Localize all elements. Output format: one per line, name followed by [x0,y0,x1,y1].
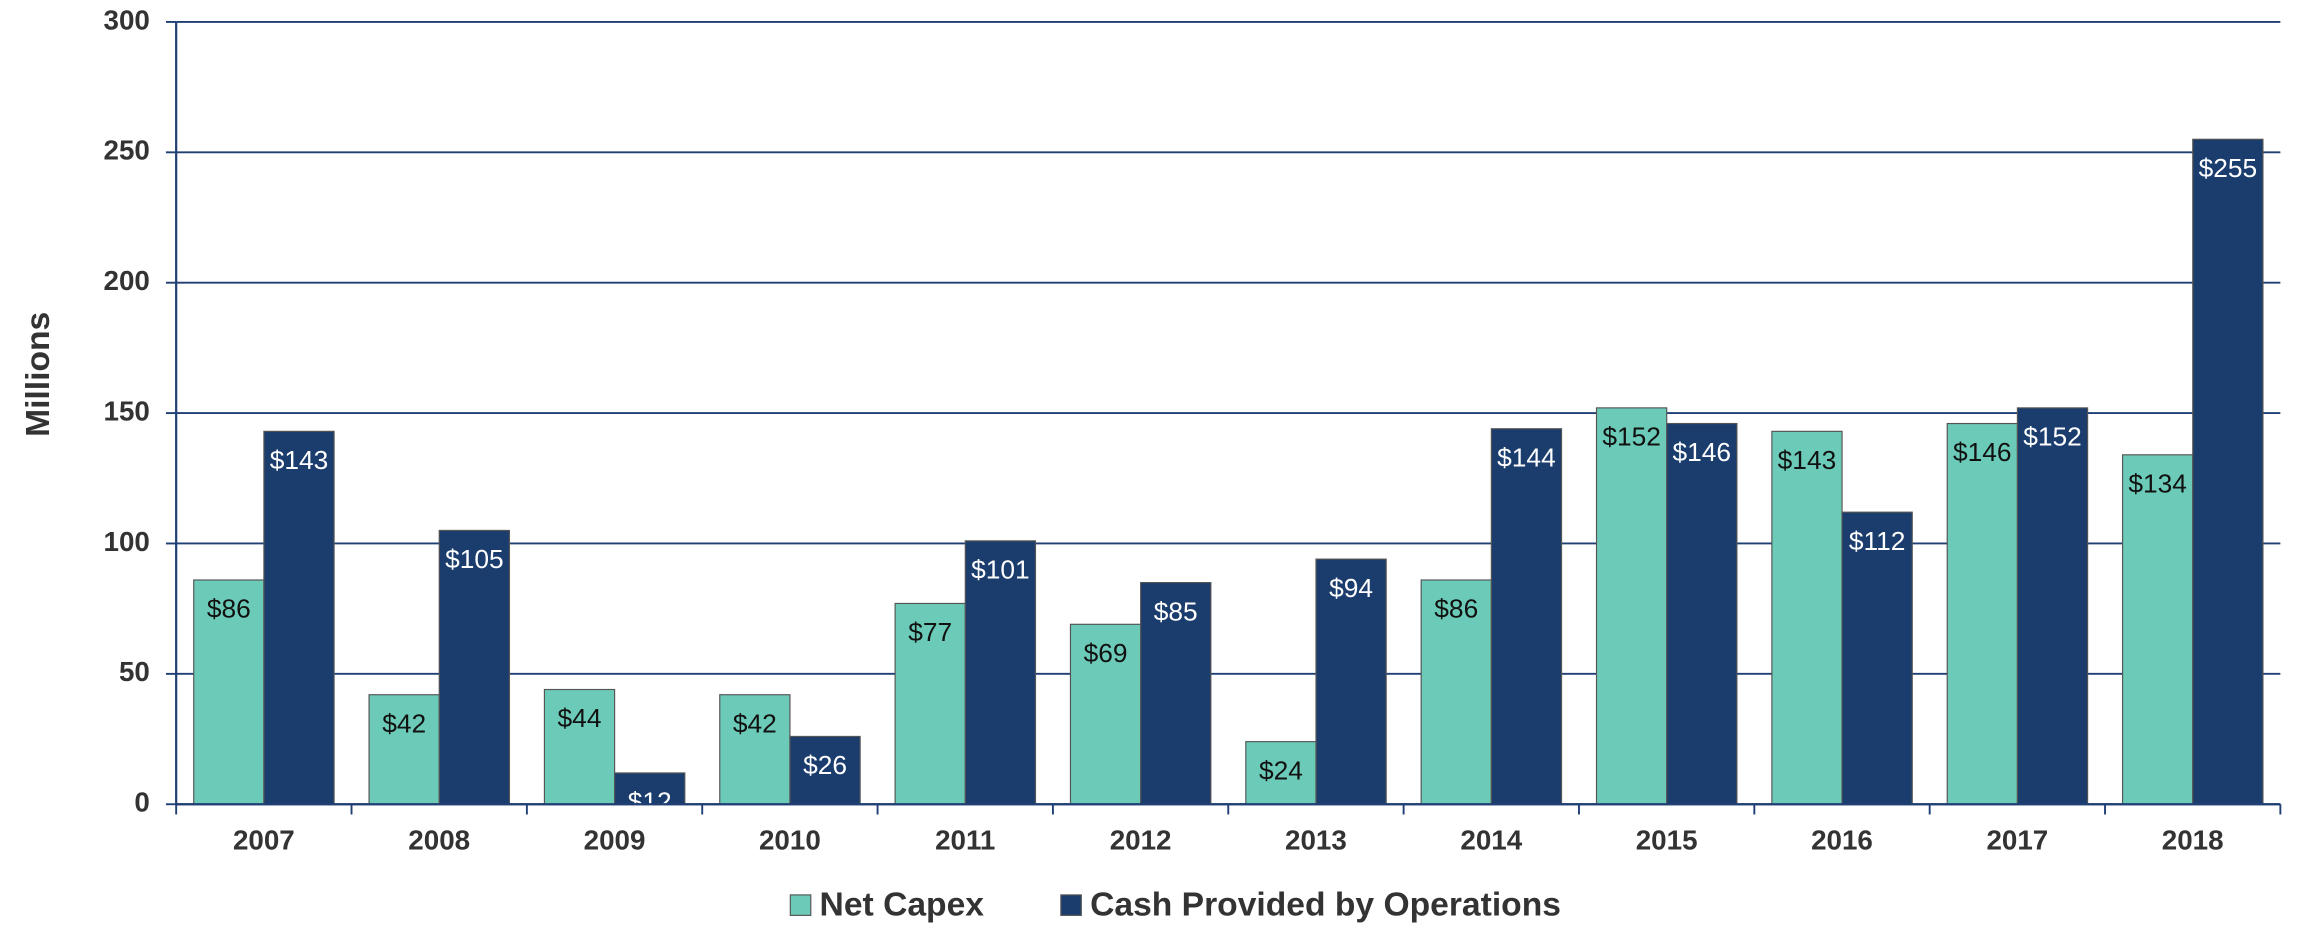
legend-label: Net Capex [820,886,985,923]
bar [543,688,616,805]
bar [1069,623,1142,805]
x-tick-label: 2011 [935,825,995,856]
value-label: $77 [908,617,952,647]
bar [1140,582,1212,805]
bar [1841,511,1913,805]
value-label: $86 [207,594,251,624]
bar [368,694,440,805]
bar [1315,558,1387,805]
bar [789,735,861,805]
x-tick-label: 2012 [1110,825,1172,856]
value-label: $146 [1953,437,2012,467]
bar [1666,422,1738,805]
bar [1946,422,2018,805]
bar [1771,430,1843,805]
bar [263,430,335,805]
x-tick-label: 2018 [2162,825,2224,856]
bar [2121,454,2194,805]
value-label: $255 [2199,153,2258,183]
value-label: $85 [1154,596,1198,626]
x-tick-label: 2016 [1811,825,1873,856]
bar [964,540,1037,805]
value-label: $105 [445,544,504,574]
x-tick-label: 2010 [759,825,821,856]
legend-label: Cash Provided by Operations [1090,886,1561,923]
bar [894,602,966,805]
value-label: $144 [1497,442,1556,472]
bar [1595,407,1668,805]
value-label: $86 [1434,594,1478,624]
y-tick-label: 150 [104,395,150,426]
y-tick-label: 0 [134,787,149,818]
x-tick-label: 2007 [233,825,295,856]
bar [2192,138,2264,805]
value-label: $143 [1778,445,1837,475]
y-tick-label: 250 [104,135,150,166]
value-label: $42 [733,708,777,738]
value-label: $112 [1849,526,1906,556]
value-label: $26 [803,750,847,780]
value-label: $94 [1329,573,1373,603]
bar [438,529,511,805]
value-label: $134 [2128,468,2187,498]
bar [2016,407,2089,805]
x-tick-label: 2009 [584,825,646,856]
x-tick-label: 2014 [1460,825,1522,856]
y-tick-label: 100 [104,526,150,557]
value-label: $143 [270,445,329,475]
value-label: $12 [628,787,672,817]
legend-swatch [789,894,812,916]
value-label: $101 [971,555,1030,585]
value-label: $24 [1259,755,1303,785]
value-label: $69 [1084,638,1128,668]
bar [1490,428,1563,805]
x-tick-label: 2017 [1986,825,2048,856]
value-label: $152 [2023,422,2082,452]
x-tick-label: 2008 [408,825,470,856]
y-tick-label: 200 [104,265,150,296]
x-tick-label: 2015 [1636,825,1698,856]
bar [193,579,265,805]
x-tick-label: 2013 [1285,825,1347,856]
bar [614,772,686,805]
value-label: $44 [558,703,602,733]
legend-swatch [1060,894,1082,916]
y-axis-label: Millions [20,312,57,437]
y-tick-label: 300 [104,4,150,35]
value-label: $146 [1673,437,1732,467]
value-label: $152 [1602,422,1661,452]
bar [1245,741,1317,805]
value-label: $42 [382,708,426,738]
y-tick-label: 50 [119,656,150,687]
